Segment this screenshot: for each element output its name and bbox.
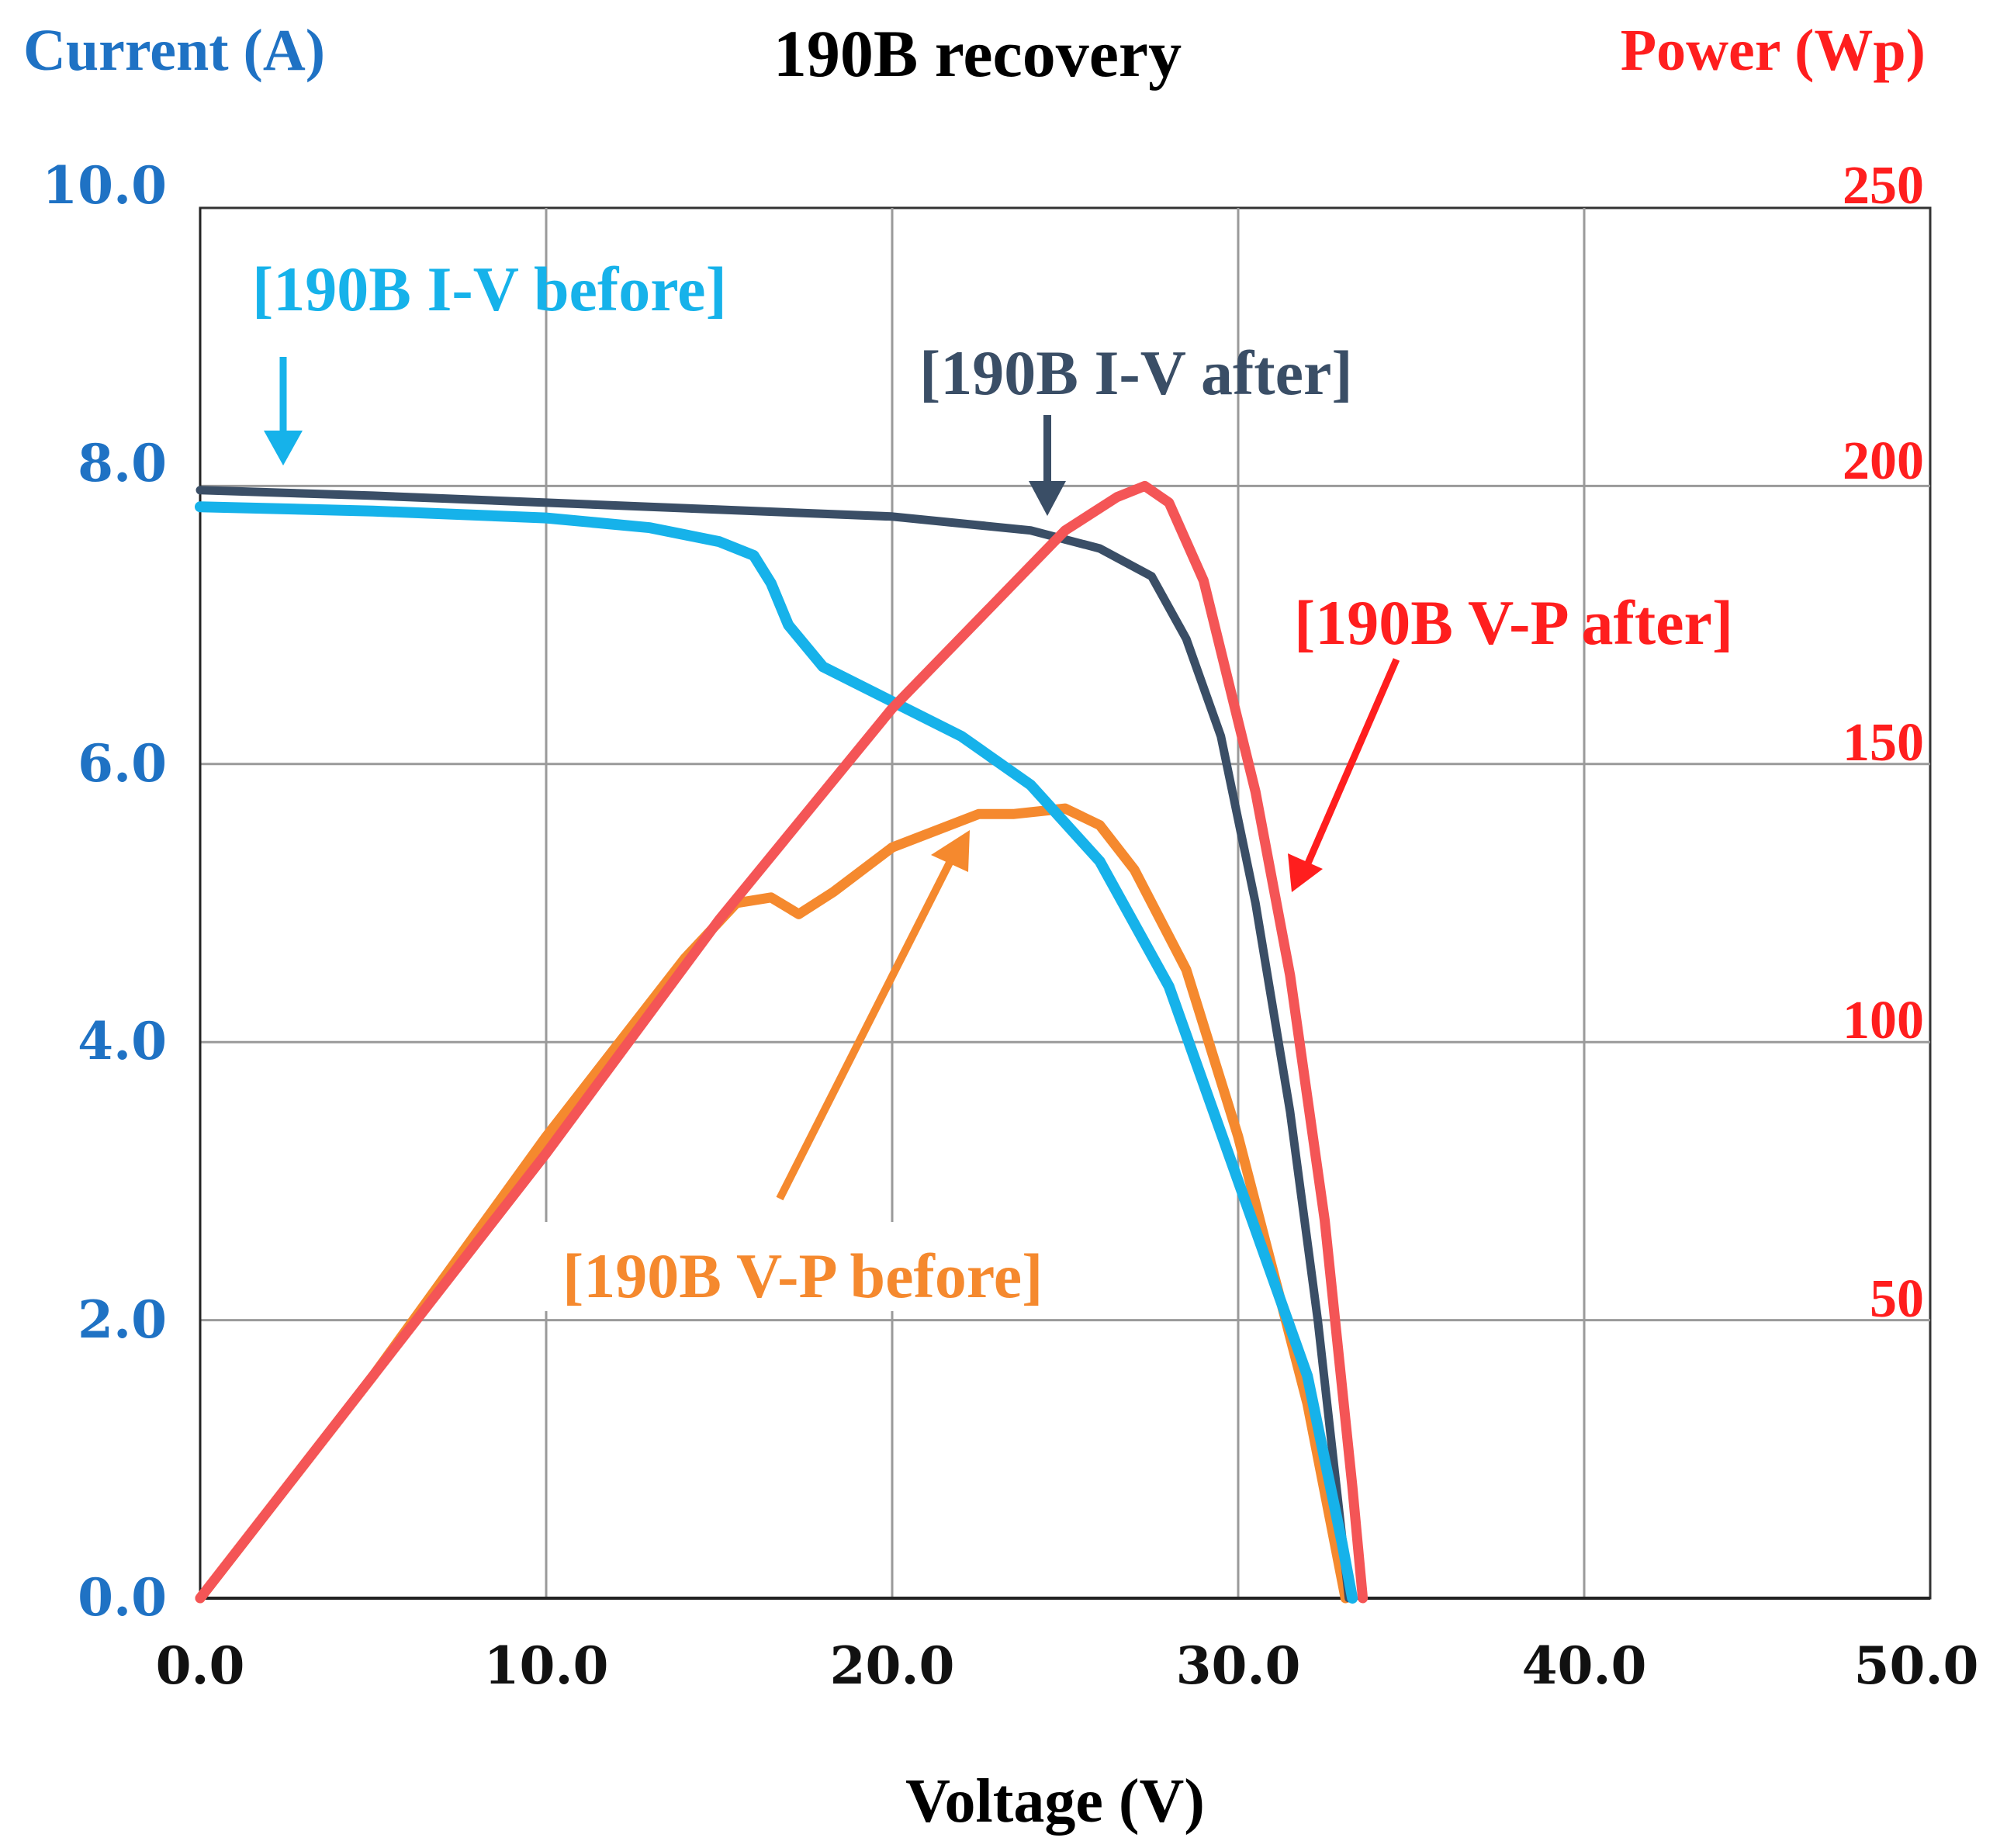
y-left-tick-label: 0.0 [78,1567,167,1628]
x-tick-label: 0.0 [156,1635,245,1696]
x-tick-label: 10.0 [484,1635,609,1696]
arrow-vp-after [1303,658,1400,867]
y-right-tick-label: 200 [1843,431,1924,491]
arrowhead-vp-after [1288,853,1323,892]
annotation-vp-before: [190B V-P before] [562,1241,1043,1311]
arrowhead-iv-before [264,431,303,465]
x-axis-label: Voltage (V) [905,1767,1205,1836]
series-line-iv-after [196,486,1354,1603]
series-line-vp-before [195,803,1351,1604]
y-left-tick-label: 2.0 [78,1289,167,1350]
arrow-vp-before [776,859,954,1201]
y-right-tick-label: 50 [1870,1269,1924,1329]
y-left-axis-label: Current (A) [23,18,325,83]
annotation-iv-before: [190B I-V before] [252,254,727,324]
x-ticks: 0.0 10.0 20.0 30.0 40.0 50.0 [156,1635,1979,1696]
y-right-axis-label: Power (Wp) [1621,18,1926,83]
chart-title: 190B recovery [773,16,1182,91]
y-left-tick-label: 8.0 [78,433,167,493]
x-tick-label: 20.0 [830,1635,955,1696]
series-line-iv-before [195,501,1358,1604]
annotation-vp-before-backdrop [518,1222,1224,1311]
x-tick-label: 40.0 [1522,1635,1647,1696]
plot-area [199,206,1932,1600]
gridlines [200,208,1930,1598]
y-right-tick-label: 100 [1843,991,1924,1050]
arrowhead-vp-before [931,830,970,872]
y-right-tick-label: 150 [1843,713,1924,773]
annotation-arrows [264,357,1400,1201]
annotation-vp-after: [190B V-P after] [1294,587,1733,658]
y-right-tick-label: 250 [1843,156,1924,216]
annotation-iv-after: [190B I-V after] [919,337,1353,408]
x-tick-label: 50.0 [1854,1635,1979,1696]
y-left-tick-label: 4.0 [78,1011,167,1071]
y-right-ticks: 50 100 150 200 250 [1843,156,1924,1329]
y-left-ticks: 0.0 2.0 4.0 6.0 8.0 10.0 [42,155,167,1628]
series-line-vp-after [195,480,1369,1604]
series-group [195,480,1369,1604]
arrowhead-iv-after [1029,481,1066,516]
y-left-tick-label: 10.0 [42,155,167,216]
x-tick-label: 30.0 [1176,1635,1301,1696]
y-left-tick-label: 6.0 [78,733,167,794]
